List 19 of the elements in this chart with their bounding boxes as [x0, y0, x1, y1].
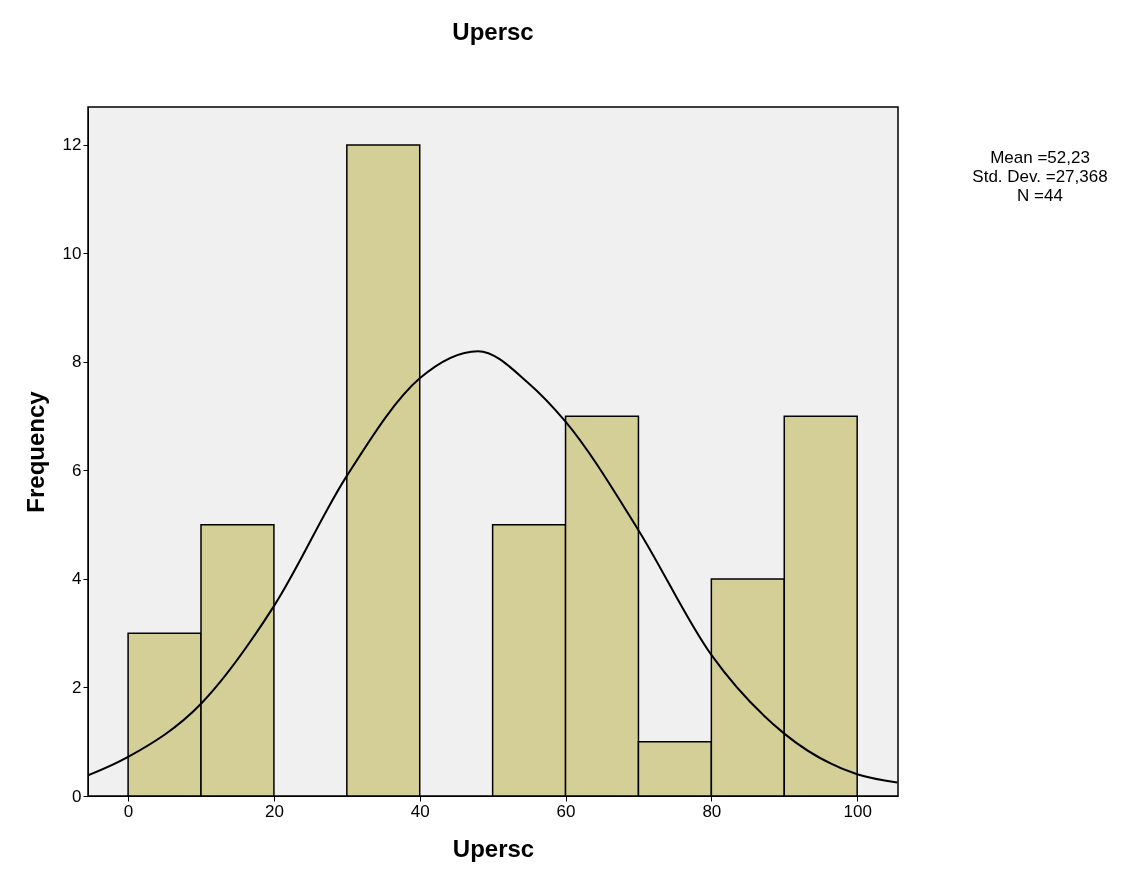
y-tick-label: 10 [62, 243, 82, 263]
x-tick-label: 20 [264, 801, 284, 821]
chart-title: Upersc [452, 18, 534, 45]
x-tick-label: 80 [702, 801, 722, 821]
x-tick-label: 40 [410, 801, 430, 821]
x-tick-label: 60 [556, 801, 576, 821]
text: Std. Dev. =27,368 [971, 167, 1109, 186]
y-tick-label: 0 [72, 786, 82, 806]
y-tick-label: 2 [72, 678, 82, 697]
y-tick-label: 4 [72, 569, 82, 589]
text: N =44 [1016, 186, 1064, 205]
y-axis-title: Frequency [21, 390, 49, 513]
x-tick-label: 0 [123, 801, 134, 821]
x-tick-label: 100 [843, 801, 872, 821]
y-tick-label: 12 [62, 135, 82, 155]
y-tick-label: 8 [72, 352, 82, 372]
text: Mean =52,23 [989, 148, 1091, 167]
y-tick-label: 6 [72, 460, 82, 480]
x-axis-title: Upersc [452, 834, 535, 862]
